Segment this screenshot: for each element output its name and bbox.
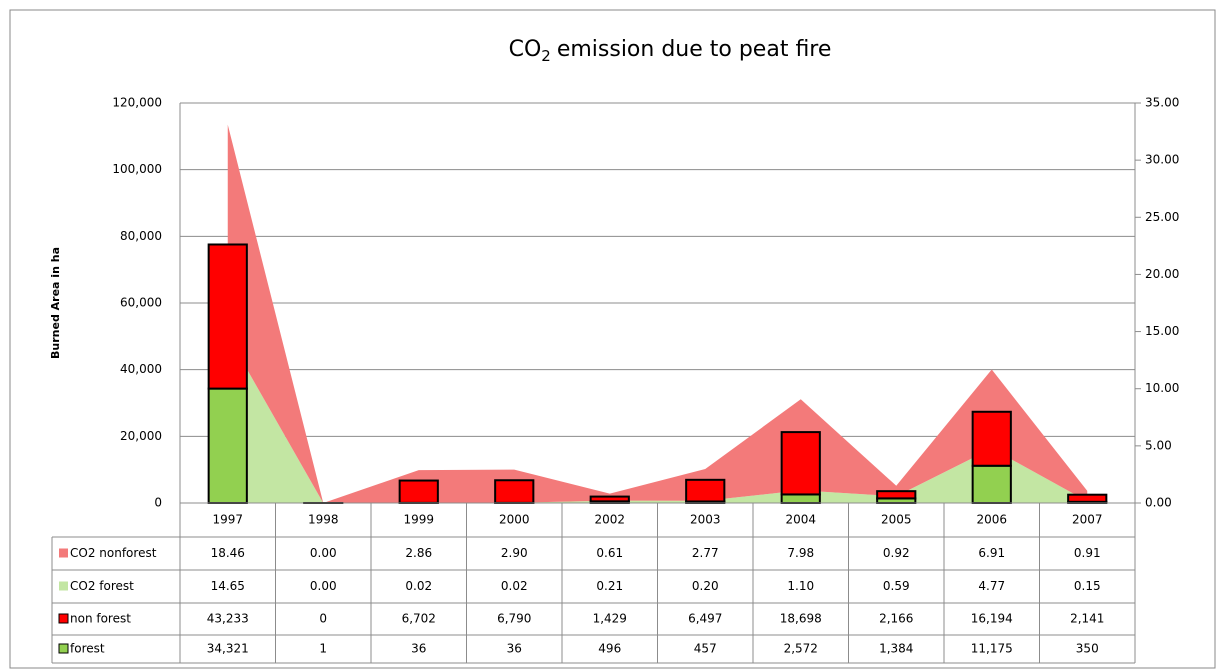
- data-label: 0.61: [596, 546, 623, 560]
- legend-label: CO2 nonforest: [70, 546, 157, 560]
- y2-tick-label: 20.00: [1145, 267, 1179, 281]
- data-label: 6.91: [978, 546, 1005, 560]
- data-label: 0.15: [1074, 579, 1101, 593]
- data-label: 6,702: [402, 612, 436, 626]
- bar: [207, 387, 248, 505]
- bar: [1067, 493, 1108, 503]
- y-tick-label: 120,000: [112, 96, 162, 110]
- data-label: 36: [507, 642, 522, 656]
- bar: [494, 479, 535, 504]
- bar: [589, 495, 630, 503]
- data-label: 0: [319, 612, 327, 626]
- x-tick-label: 1998: [308, 513, 339, 527]
- data-label: 18.46: [211, 546, 245, 560]
- data-label: 6,497: [688, 612, 722, 626]
- x-tick-label: 2007: [1072, 513, 1103, 527]
- y2-tick-label: 10.00: [1145, 381, 1179, 395]
- data-label: 1: [319, 642, 327, 656]
- data-label: 1,429: [593, 612, 627, 626]
- data-label: 2.86: [405, 546, 432, 560]
- data-label: 0.92: [883, 546, 910, 560]
- bar: [780, 493, 821, 504]
- y2-tick-label: 15.00: [1145, 324, 1179, 338]
- data-label: 18,698: [780, 612, 822, 626]
- legend-label: non forest: [70, 612, 131, 626]
- legend-key: [58, 613, 69, 624]
- bar: [971, 464, 1012, 504]
- bar: [398, 479, 439, 504]
- title-subscript: 2: [541, 47, 551, 65]
- x-tick-label: 2002: [594, 513, 625, 527]
- bar: [207, 243, 248, 390]
- y2-tick-label: 5.00: [1145, 438, 1172, 452]
- data-label: 14.65: [211, 579, 245, 593]
- data-label: 2.77: [692, 546, 719, 560]
- y2-tick-label: 0.00: [1145, 496, 1172, 510]
- legend-key: [59, 581, 68, 591]
- data-label: 0.21: [596, 579, 623, 593]
- x-tick-label: 2000: [499, 513, 530, 527]
- legend-key: [59, 548, 68, 558]
- data-label: 43,233: [207, 612, 249, 626]
- x-tick-label: 2004: [785, 513, 816, 527]
- bar: [876, 490, 917, 500]
- data-label: 457: [694, 642, 717, 656]
- data-label: 4.77: [978, 579, 1005, 593]
- y-tick-label: 60,000: [120, 296, 162, 310]
- chart-title: CO2 emission due to peat fire: [509, 37, 832, 65]
- data-label: 0.02: [405, 579, 432, 593]
- y-tick-label: 0: [154, 496, 162, 510]
- x-tick-label: 2006: [976, 513, 1007, 527]
- y-tick-label: 80,000: [120, 229, 162, 243]
- data-label: 2,572: [784, 642, 818, 656]
- bar: [780, 431, 821, 496]
- data-label: 34,321: [207, 642, 249, 656]
- bar: [685, 478, 726, 503]
- y2-tick-label: 35.00: [1145, 96, 1179, 110]
- data-label: 16,194: [971, 612, 1013, 626]
- data-label: 0.20: [692, 579, 719, 593]
- data-label: 2.90: [501, 546, 528, 560]
- data-label: 6,790: [497, 612, 531, 626]
- title-main: CO: [509, 37, 542, 62]
- data-label: 2,166: [879, 612, 913, 626]
- x-tick-label: 2003: [690, 513, 721, 527]
- data-label: 36: [411, 642, 426, 656]
- legend-label: forest: [70, 642, 105, 656]
- legend-label: CO2 forest: [70, 579, 134, 593]
- y-tick-label: 20,000: [120, 429, 162, 443]
- data-label: 0.91: [1074, 546, 1101, 560]
- data-label: 0.02: [501, 579, 528, 593]
- y2-tick-label: 30.00: [1145, 153, 1179, 167]
- chart-frame: [9, 9, 1216, 669]
- data-label: 0.59: [883, 579, 910, 593]
- data-label: 496: [598, 642, 621, 656]
- bar: [971, 410, 1012, 467]
- x-tick-label: 1999: [403, 513, 434, 527]
- data-label: 1.10: [787, 579, 814, 593]
- legend-key: [58, 643, 69, 654]
- x-tick-label: 1997: [212, 513, 243, 527]
- data-label: 0.00: [310, 546, 337, 560]
- y-axis-label: Burned Area in ha: [49, 247, 62, 359]
- x-tick-label: 2005: [881, 513, 912, 527]
- data-label: 11,175: [971, 642, 1013, 656]
- data-label: 2,141: [1070, 612, 1104, 626]
- y-tick-label: 40,000: [120, 362, 162, 376]
- data-label: 1,384: [879, 642, 913, 656]
- y-tick-label: 100,000: [112, 162, 162, 176]
- y2-tick-label: 25.00: [1145, 210, 1179, 224]
- data-label: 350: [1076, 642, 1099, 656]
- data-label: 7.98: [787, 546, 814, 560]
- data-label: 0.00: [310, 579, 337, 593]
- title-rest: emission due to peat fire: [557, 37, 832, 62]
